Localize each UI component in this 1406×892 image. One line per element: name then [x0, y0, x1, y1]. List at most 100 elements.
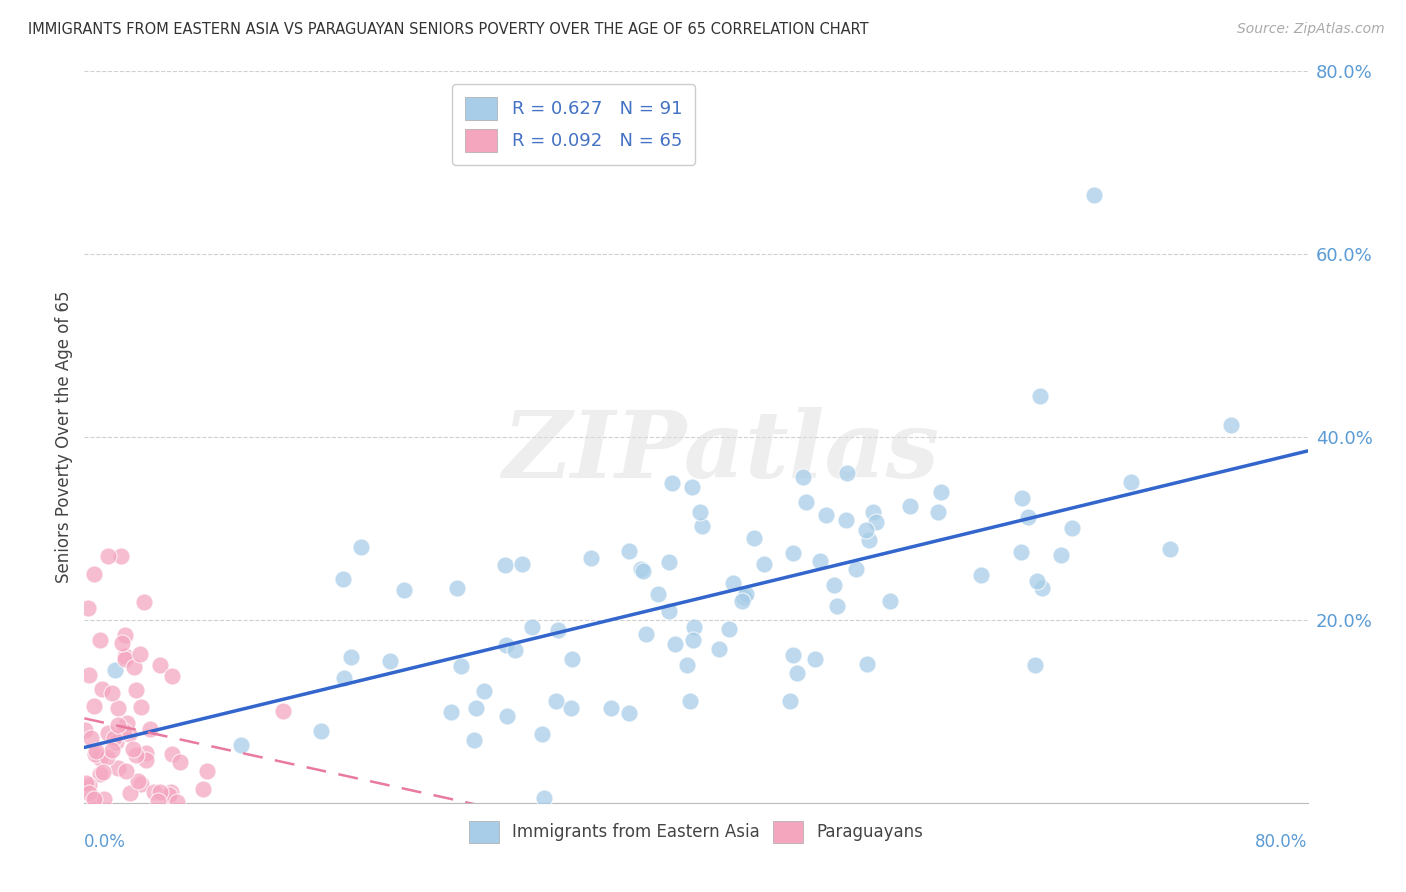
Point — [682, 632, 704, 647]
Point — [149, 658, 172, 673]
Point — [118, 727, 141, 741]
Point — [522, 620, 544, 634]
Point — [160, 669, 183, 683]
Point — [350, 541, 373, 555]
Point — [101, 743, 124, 757]
Point — [77, 781, 100, 796]
Point — [110, 549, 132, 563]
Point — [862, 505, 884, 519]
Point — [340, 650, 363, 665]
Point — [678, 694, 700, 708]
Point — [135, 746, 157, 760]
Point — [1011, 491, 1033, 505]
Point — [683, 619, 706, 633]
Text: ZIPatlas: ZIPatlas — [502, 407, 939, 497]
Point — [1159, 541, 1181, 556]
Point — [494, 558, 516, 573]
Point — [496, 709, 519, 723]
Point — [1017, 510, 1039, 524]
Point — [77, 668, 100, 682]
Point — [160, 747, 183, 761]
Point — [229, 738, 252, 752]
Point — [309, 724, 332, 739]
Point — [122, 741, 145, 756]
Point — [160, 785, 183, 799]
Point — [676, 658, 699, 673]
Point — [503, 642, 526, 657]
Point — [718, 623, 741, 637]
Point — [91, 764, 114, 779]
Point — [93, 792, 115, 806]
Point — [378, 654, 401, 668]
Point — [114, 648, 136, 663]
Point — [89, 633, 111, 648]
Point — [392, 582, 415, 597]
Point — [271, 705, 294, 719]
Point — [823, 578, 845, 592]
Point — [858, 533, 880, 547]
Point — [104, 734, 127, 748]
Point — [107, 761, 129, 775]
Point — [742, 531, 765, 545]
Point — [84, 744, 107, 758]
Point — [617, 544, 640, 558]
Point — [84, 747, 107, 761]
Point — [845, 562, 868, 576]
Point — [463, 733, 485, 747]
Legend: Immigrants from Eastern Asia, Paraguayans: Immigrants from Eastern Asia, Paraguayan… — [463, 814, 929, 849]
Point — [142, 785, 165, 799]
Point — [129, 777, 152, 791]
Point — [617, 706, 640, 721]
Point — [510, 557, 533, 571]
Point — [114, 628, 136, 642]
Point — [465, 701, 488, 715]
Point — [856, 657, 879, 671]
Point — [495, 638, 517, 652]
Point — [97, 726, 120, 740]
Point — [855, 523, 877, 537]
Point — [561, 652, 583, 666]
Point — [927, 506, 949, 520]
Point — [779, 694, 801, 708]
Point — [139, 723, 162, 737]
Point — [127, 774, 149, 789]
Point — [1050, 548, 1073, 562]
Point — [731, 594, 754, 608]
Point — [91, 681, 114, 696]
Text: Source: ZipAtlas.com: Source: ZipAtlas.com — [1237, 22, 1385, 37]
Point — [1025, 574, 1047, 588]
Point — [723, 576, 745, 591]
Point — [107, 718, 129, 732]
Point — [117, 715, 139, 730]
Point — [146, 794, 169, 808]
Point — [664, 638, 686, 652]
Point — [929, 485, 952, 500]
Point — [690, 519, 713, 533]
Point — [157, 788, 180, 802]
Point — [792, 470, 814, 484]
Point — [111, 635, 134, 649]
Point — [1060, 521, 1083, 535]
Point — [114, 651, 136, 665]
Point — [149, 785, 172, 799]
Point — [825, 599, 848, 613]
Point — [970, 568, 993, 582]
Point — [197, 764, 219, 778]
Point — [634, 626, 657, 640]
Point — [332, 572, 354, 586]
Point — [734, 587, 756, 601]
Point — [1121, 475, 1143, 489]
Point — [125, 682, 148, 697]
Point — [837, 466, 859, 480]
Point — [332, 671, 354, 685]
Point — [1010, 545, 1032, 559]
Point — [681, 480, 703, 494]
Point — [472, 683, 495, 698]
Point — [786, 665, 808, 680]
Point — [689, 505, 711, 519]
Point — [1031, 581, 1053, 595]
Point — [782, 546, 804, 560]
Text: 80.0%: 80.0% — [1256, 833, 1308, 851]
Point — [865, 515, 887, 529]
Point — [134, 594, 156, 608]
